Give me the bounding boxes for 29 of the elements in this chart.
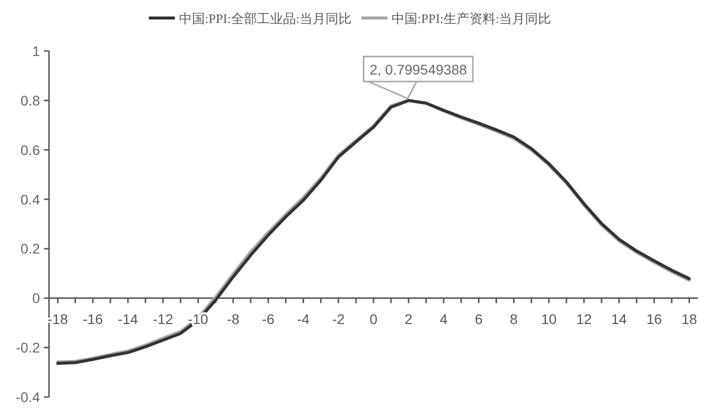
x-tick-label: 18 — [681, 311, 698, 328]
x-tick-label: 0 — [370, 311, 378, 328]
x-tick-label: 12 — [576, 311, 592, 328]
legend-label: 中国:PPI:全部工业品:当月同比 — [178, 11, 352, 26]
y-tick-label: 1 — [32, 43, 40, 59]
y-tick-label: 0.6 — [20, 142, 40, 158]
x-tick-label: 16 — [646, 311, 662, 328]
x-tick-label: 6 — [474, 311, 483, 328]
annotation: 2, 0.799549388 — [370, 62, 468, 78]
x-tick-label: -16 — [82, 311, 104, 328]
x-tick-label: 8 — [510, 311, 518, 328]
y-tick-label: -0.2 — [16, 340, 40, 356]
x-tick-label: -4 — [297, 311, 310, 328]
y-tick-label: 0.2 — [20, 240, 40, 257]
y-tick-label: 0 — [32, 290, 40, 306]
x-tick-label: 10 — [541, 311, 557, 328]
legend-label: 中国:PPI:生产资料:当月同比 — [392, 11, 552, 26]
y-tick-label: 0.8 — [20, 92, 40, 108]
x-tick-label: 2 — [404, 311, 413, 328]
x-tick-label: 14 — [611, 311, 628, 328]
x-tick-label: -2 — [332, 311, 345, 328]
x-tick-label: -6 — [262, 311, 275, 328]
x-tick-label: -14 — [118, 311, 138, 328]
y-tick-label: -0.4 — [16, 389, 40, 405]
annotation: 2, 0.799549388 — [362, 56, 474, 100]
y-tick-label: 0.4 — [20, 191, 40, 208]
x-tick-label: -12 — [152, 311, 174, 328]
x-tick-label: -8 — [226, 311, 240, 328]
x-tick-label: 4 — [440, 311, 448, 328]
